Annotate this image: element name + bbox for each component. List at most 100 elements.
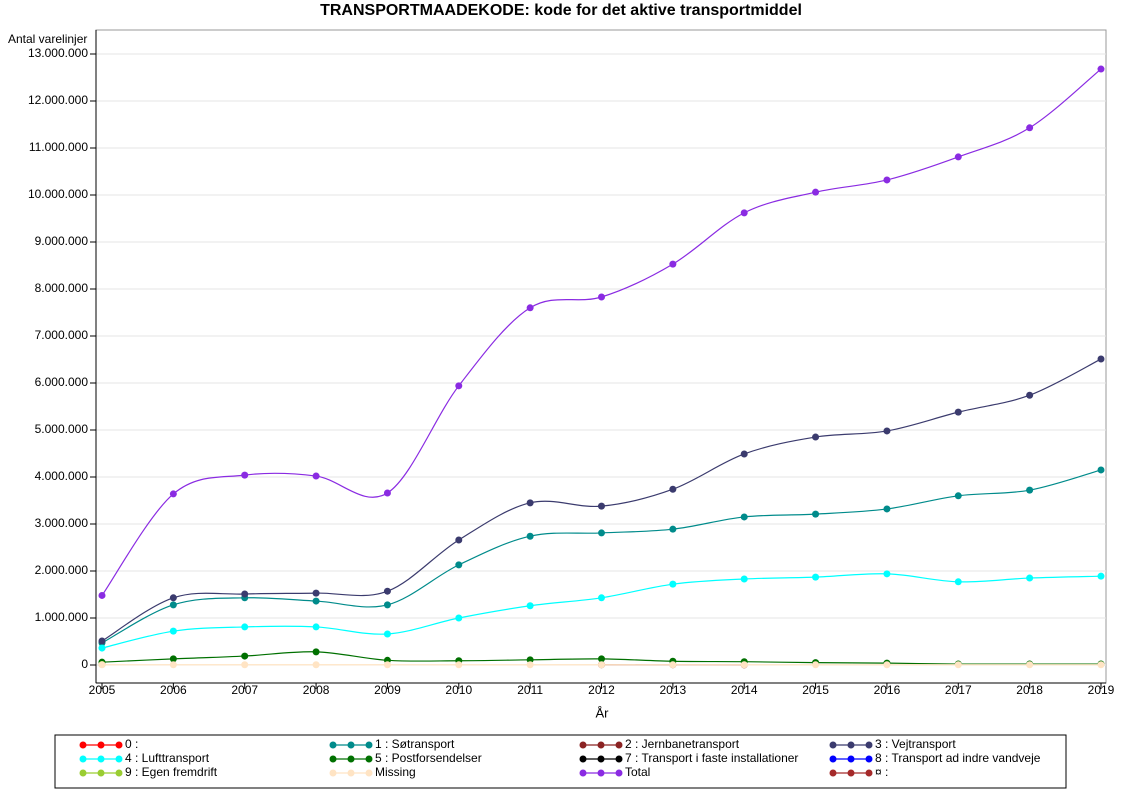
data-point	[812, 573, 820, 581]
data-point	[312, 589, 320, 597]
data-point	[954, 153, 962, 161]
data-point	[383, 587, 391, 595]
y-tick-label: 1.000.000	[35, 610, 89, 624]
data-point	[883, 427, 891, 435]
data-point	[241, 471, 249, 479]
y-tick-label: 11.000.000	[29, 140, 88, 154]
legend-marker	[347, 769, 355, 777]
x-tick-label: 2018	[1016, 683, 1043, 697]
y-tick-label: 10.000.000	[28, 187, 88, 201]
legend-marker	[115, 755, 123, 763]
legend-marker	[365, 769, 373, 777]
series-line	[101, 68, 1102, 596]
x-tick-label: 2010	[445, 683, 472, 697]
x-tick-label: 2007	[231, 683, 258, 697]
data-point	[740, 661, 748, 669]
data-point	[241, 623, 249, 631]
legend-marker	[97, 755, 105, 763]
data-point	[812, 188, 820, 196]
legend-label: 2 : Jernbanetransport	[625, 737, 740, 751]
data-point	[526, 304, 534, 312]
data-point	[883, 505, 891, 513]
data-point	[1026, 661, 1034, 669]
legend-marker	[615, 769, 623, 777]
legend-marker	[79, 755, 87, 763]
y-tick-label: 7.000.000	[35, 328, 89, 342]
data-point	[812, 433, 820, 441]
data-point	[740, 513, 748, 521]
data-point	[669, 525, 677, 533]
y-tick-label: 4.000.000	[35, 469, 89, 483]
legend-marker	[597, 741, 605, 749]
legend-label: 7 : Transport i faste installationer	[625, 751, 798, 765]
y-tick-label: 6.000.000	[35, 375, 89, 389]
data-point	[1026, 574, 1034, 582]
data-point	[812, 510, 820, 518]
data-point	[98, 637, 106, 645]
legend-marker	[365, 755, 373, 763]
legend-label: 5 : Postforsendelser	[375, 751, 482, 765]
data-point	[598, 529, 605, 537]
data-point	[1026, 124, 1034, 132]
x-tick-label: 2009	[374, 683, 401, 697]
legend-marker	[329, 755, 337, 763]
legend-marker	[115, 769, 123, 777]
legend-marker	[115, 741, 123, 749]
data-point	[455, 614, 463, 622]
legend-marker	[847, 769, 855, 777]
data-point	[383, 630, 391, 638]
y-tick-label: 2.000.000	[35, 563, 89, 577]
y-tick-label: 0	[81, 657, 88, 671]
x-tick-label: 2014	[731, 683, 758, 697]
x-tick-label: 2015	[802, 683, 829, 697]
x-axis-label: År	[596, 705, 610, 720]
data-point	[740, 450, 748, 458]
legend-label: Total	[625, 765, 650, 779]
series-line	[101, 573, 1102, 649]
legend-frame	[54, 734, 1067, 789]
data-point	[169, 601, 177, 609]
data-point	[383, 601, 391, 609]
data-point	[312, 597, 320, 605]
data-point	[954, 578, 962, 586]
legend-marker	[829, 741, 837, 749]
x-tick-label: 2006	[160, 683, 187, 697]
y-tick-label: 8.000.000	[35, 281, 89, 295]
data-point	[383, 489, 391, 497]
x-tick-label: 2019	[1088, 683, 1115, 697]
data-point	[98, 661, 106, 669]
data-point	[598, 293, 605, 301]
y-tick-label: 3.000.000	[35, 516, 89, 530]
legend-marker	[847, 755, 855, 763]
data-point	[383, 661, 391, 669]
legend-marker	[79, 769, 87, 777]
data-point	[740, 575, 748, 583]
data-point	[598, 502, 605, 510]
data-point	[1026, 391, 1034, 399]
legend-marker	[579, 741, 587, 749]
data-point	[169, 594, 177, 602]
x-tick-label: 2016	[874, 683, 901, 697]
data-point	[740, 209, 748, 217]
legend-marker	[365, 741, 373, 749]
legend-marker	[615, 741, 623, 749]
legend-marker	[865, 769, 873, 777]
data-point	[598, 655, 605, 663]
legend-marker	[597, 755, 605, 763]
legend-marker	[615, 755, 623, 763]
data-point	[669, 260, 677, 268]
data-point	[1097, 466, 1105, 474]
legend-label: 4 : Lufttransport	[125, 751, 210, 765]
series-line	[101, 469, 1102, 644]
data-point	[98, 644, 106, 652]
data-point	[169, 627, 177, 635]
data-point	[455, 382, 463, 390]
data-point	[312, 472, 320, 480]
data-point	[455, 536, 463, 544]
data-point	[1097, 355, 1105, 363]
x-tick-label: 2013	[660, 683, 687, 697]
data-point	[312, 661, 320, 669]
data-point	[526, 661, 534, 669]
data-point	[883, 661, 891, 669]
legend-label: Missing	[375, 765, 416, 779]
